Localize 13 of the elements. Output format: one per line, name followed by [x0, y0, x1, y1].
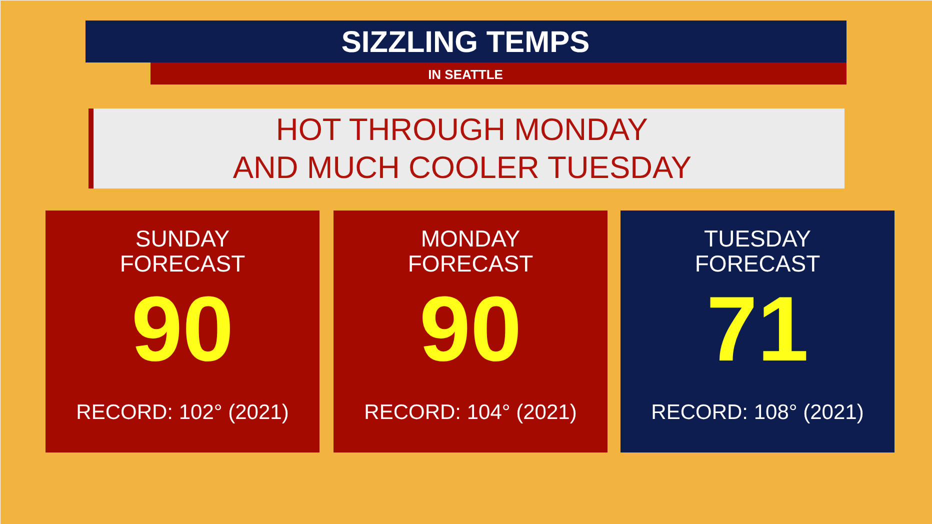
text: RECORD: 102° (2021) — [76, 401, 289, 424]
text: RECORD: 108° (2021) — [651, 401, 864, 424]
category-label: TUESDAY FORECAST — [694, 226, 820, 276]
data-label: 90 — [131, 278, 234, 380]
category-label: SUNDAY FORECAST — [120, 226, 246, 276]
data-label: 71 — [706, 278, 809, 380]
category-label: MONDAY FORECAST — [408, 226, 534, 276]
data-label: 90 — [419, 278, 522, 380]
text: AND MUCH COOLER TUESDAY — [232, 150, 692, 185]
text: HOT THROUGH MONDAY — [276, 112, 648, 147]
text: IN SEATTLE — [428, 67, 504, 82]
text: RECORD: 104° (2021) — [364, 401, 577, 424]
text: SIZZLING TEMPS — [341, 26, 590, 59]
